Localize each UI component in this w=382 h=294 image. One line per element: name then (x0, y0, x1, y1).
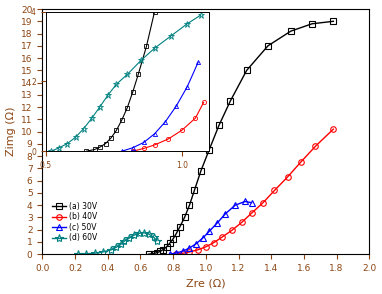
(a) 30V (154, 251, 159, 255)
Line: (b) 40V: (b) 40V (174, 126, 336, 257)
(d) 60V (100, 250, 105, 254)
(a) 30V (187, 203, 192, 207)
Line: (d) 60V: (d) 60V (74, 228, 161, 258)
(c) 50V (215, 221, 220, 225)
(d) 60V (92, 251, 97, 255)
(a) 30V (199, 169, 203, 173)
(b) 40V (220, 235, 225, 239)
Y-axis label: Zimg (Ω): Zimg (Ω) (6, 107, 16, 156)
(b) 40V (187, 250, 192, 254)
(d) 60V (136, 232, 141, 235)
(d) 60V (118, 243, 123, 246)
(a) 30V (265, 44, 270, 48)
(b) 40V (195, 248, 200, 252)
(a) 30V (164, 245, 169, 249)
(c) 50V (223, 212, 228, 216)
(a) 30V (288, 29, 293, 33)
Legend: (a) 30V, (b) 40V, (c) 50V, (d) 60V: (a) 30V, (b) 40V, (c) 50V, (d) 60V (49, 199, 100, 245)
(c) 50V (187, 246, 192, 250)
(d) 60V (131, 233, 136, 237)
(c) 50V (168, 253, 172, 256)
(b) 40V (313, 145, 318, 148)
(a) 30V (182, 216, 187, 219)
(a) 30V (177, 225, 182, 229)
(a) 30V (228, 99, 233, 103)
(d) 60V (154, 239, 159, 243)
X-axis label: Zre (Ω): Zre (Ω) (186, 278, 226, 288)
(c) 50V (207, 230, 211, 233)
(b) 40V (174, 253, 179, 256)
(d) 60V (109, 248, 113, 252)
(b) 40V (181, 251, 185, 255)
(a) 30V (207, 148, 211, 152)
(d) 60V (127, 236, 131, 240)
(c) 50V (233, 203, 238, 207)
(c) 50V (181, 249, 185, 253)
(a) 30V (192, 189, 197, 192)
(b) 40V (204, 245, 208, 249)
(d) 60V (113, 246, 118, 249)
(b) 40V (249, 211, 254, 215)
(b) 40V (230, 228, 234, 232)
(a) 30V (217, 124, 221, 127)
(c) 50V (243, 200, 248, 203)
(a) 30V (151, 252, 156, 255)
(b) 40V (298, 161, 303, 164)
(a) 30V (331, 19, 336, 23)
(d) 60V (76, 253, 81, 256)
Line: (a) 30V: (a) 30V (146, 19, 336, 257)
(b) 40V (285, 175, 290, 179)
(c) 50V (194, 242, 198, 245)
(a) 30V (161, 248, 166, 251)
(a) 30V (158, 250, 162, 253)
(c) 50V (174, 251, 179, 255)
(d) 60V (151, 235, 156, 239)
(b) 40V (212, 241, 216, 244)
(b) 40V (261, 201, 265, 204)
(a) 30V (244, 69, 249, 72)
(d) 60V (122, 240, 126, 243)
(d) 60V (141, 231, 146, 235)
(a) 30V (171, 237, 175, 240)
(a) 30V (174, 232, 179, 235)
(c) 50V (249, 201, 254, 204)
(d) 60V (84, 252, 89, 255)
(a) 30V (146, 253, 151, 256)
(c) 50V (200, 236, 205, 240)
(b) 40V (272, 189, 277, 192)
Line: (c) 50V: (c) 50V (167, 199, 254, 257)
(b) 40V (240, 220, 244, 224)
(d) 60V (146, 232, 151, 236)
(a) 30V (168, 241, 172, 245)
(a) 30V (310, 22, 314, 26)
(b) 40V (331, 127, 336, 131)
